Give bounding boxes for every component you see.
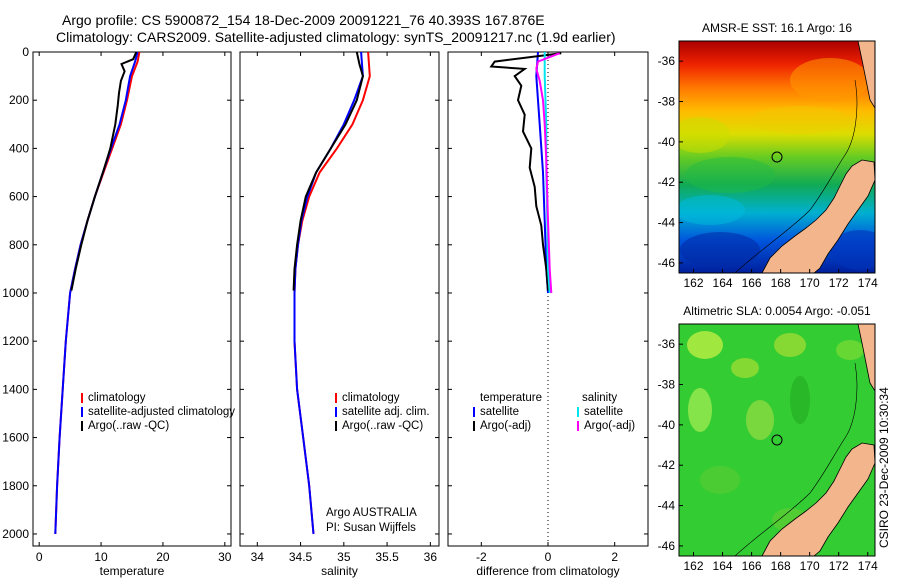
x-tick-label: 36: [424, 550, 438, 564]
x-axis-label: temperature: [100, 564, 165, 578]
plot-frame: [447, 51, 649, 547]
series-line-argo-raw-qc-: [70, 51, 138, 291]
legend-label: satellite: [584, 406, 623, 418]
x-tick-label: 2: [611, 550, 618, 564]
figure-title-line1: Argo profile: CS 5900872_154 18-Dec-2009…: [62, 12, 545, 28]
map-y-tick-label: -40: [658, 135, 676, 149]
map-y-tick-label: -44: [658, 216, 676, 230]
y-tick-label: 400: [9, 141, 29, 155]
sst-argo-position-marker: [771, 151, 783, 163]
x-axis-label: salinity: [321, 564, 358, 578]
figure-title-line2: Climatology: CARS2009. Satellite-adjuste…: [56, 29, 616, 45]
x-tick-label: 35: [337, 550, 351, 564]
map-x-tick-label: 168: [771, 559, 791, 573]
legend-label: satellite: [480, 406, 519, 418]
x-tick-label: 30: [218, 550, 232, 564]
temperature-profile-panel: 0 10 20 30 temperature 0 200 400 600 800 1000 1200 1…: [2, 45, 235, 578]
y-tick-label: 600: [9, 190, 29, 204]
legend-label: Argo(..raw -QC): [342, 420, 423, 432]
series-line-argo-adj-: [535, 52, 561, 294]
map-x-tick-label: 170: [800, 559, 820, 573]
x-tick-label: 35.5: [375, 550, 399, 564]
sst-land-south-island: [761, 159, 875, 273]
y-tick-label: 2000: [2, 527, 29, 541]
sla-shelf-contour: [734, 362, 858, 556]
legend-label: satellite-adjusted climatology: [88, 406, 235, 418]
x-tick-label: 10: [94, 550, 108, 564]
y-tick-label: 1800: [2, 479, 29, 493]
x-axis-label: difference from climatology: [476, 564, 619, 578]
y-tick-label: 0: [22, 45, 29, 59]
y-tick-label: 1000: [2, 286, 29, 300]
sst-land-north-island: [857, 41, 875, 109]
map-x-tick-label: 166: [742, 559, 762, 573]
map-x-tick-label: 174: [858, 276, 878, 290]
plot-frame: [32, 51, 232, 547]
y-tick-label: 200: [9, 93, 29, 107]
salinity-profile-panel: 34 34.5 35 35.5 36 salinity climatology satelli…: [239, 51, 440, 578]
x-tick-label: 0: [36, 550, 43, 564]
map-x-tick-label: 162: [684, 276, 704, 290]
map-x-tick-label: 170: [800, 276, 820, 290]
legend-label: climatology: [88, 392, 146, 404]
sla-map-panel: [678, 323, 876, 557]
legend-group-heading: salinity: [582, 392, 617, 404]
y-tick-label: 800: [9, 238, 29, 252]
map-x-tick-label: 172: [829, 276, 849, 290]
plot-frame: [239, 51, 440, 547]
sla-land-north-island: [857, 324, 875, 392]
map-y-tick-label: -44: [658, 499, 676, 513]
sla-land-south-island: [761, 442, 875, 556]
sst-shelf-contour: [734, 79, 858, 273]
side-timestamp: CSIRO 23-Dec-2009 10:30:34: [877, 387, 891, 548]
map-title: Altimetric SLA: 0.0054 Argo: -0.051: [683, 304, 871, 318]
series-line-argo-adj-: [489, 52, 562, 291]
map-y-tick-label: -38: [658, 378, 676, 392]
legend-label: Argo(-adj): [480, 420, 531, 432]
y-tick-label: 1600: [2, 431, 29, 445]
y-tick-label: 1200: [2, 334, 29, 348]
map-y-tick-label: -42: [658, 175, 676, 189]
legend-label: Argo(-adj): [584, 420, 635, 432]
y-tick-label: 1400: [2, 382, 29, 396]
sla-argo-position-marker: [771, 434, 783, 446]
map-title: AMSR-E SST: 16.1 Argo: 16: [702, 21, 852, 35]
map-x-tick-label: 172: [829, 559, 849, 573]
x-tick-label: -2: [476, 550, 487, 564]
sst-texture: [679, 58, 875, 270]
map-y-tick-label: -40: [658, 418, 676, 432]
map-x-tick-label: 164: [713, 559, 733, 573]
map-x-tick-label: 164: [713, 276, 733, 290]
map-x-tick-label: 168: [771, 276, 791, 290]
series-line-argo-raw-qc-: [292, 51, 364, 291]
legend-label: Argo(..raw -QC): [88, 420, 169, 432]
legend-label: satellite adj. clim.: [342, 406, 430, 418]
x-tick-label: 0: [545, 550, 552, 564]
map-y-tick-label: -42: [658, 458, 676, 472]
map-y-tick-label: -36: [658, 54, 676, 68]
legend-label: climatology: [342, 392, 400, 404]
credit-line2: PI: Susan Wijffels: [326, 522, 416, 534]
map-y-tick-label: -38: [658, 95, 676, 109]
map-y-tick-label: -36: [658, 337, 676, 351]
x-tick-label: 34.5: [289, 550, 313, 564]
sst-map-frame: [678, 40, 876, 274]
map-x-tick-label: 166: [742, 276, 762, 290]
map-axes: AMSR-E SST: 16.1 Argo: 16 162 164 166 168 170…: [658, 21, 878, 573]
sla-map-frame: [678, 323, 876, 557]
sst-map-panel: [678, 40, 876, 274]
map-x-tick-label: 174: [858, 559, 878, 573]
map-x-tick-label: 162: [684, 559, 704, 573]
x-tick-label: 34: [251, 550, 265, 564]
map-y-tick-label: -46: [658, 539, 676, 553]
map-y-tick-label: -46: [658, 256, 676, 270]
legend-group-heading: temperature: [480, 392, 542, 404]
x-tick-label: 20: [156, 550, 170, 564]
credit-line1: Argo AUSTRALIA: [326, 507, 417, 519]
